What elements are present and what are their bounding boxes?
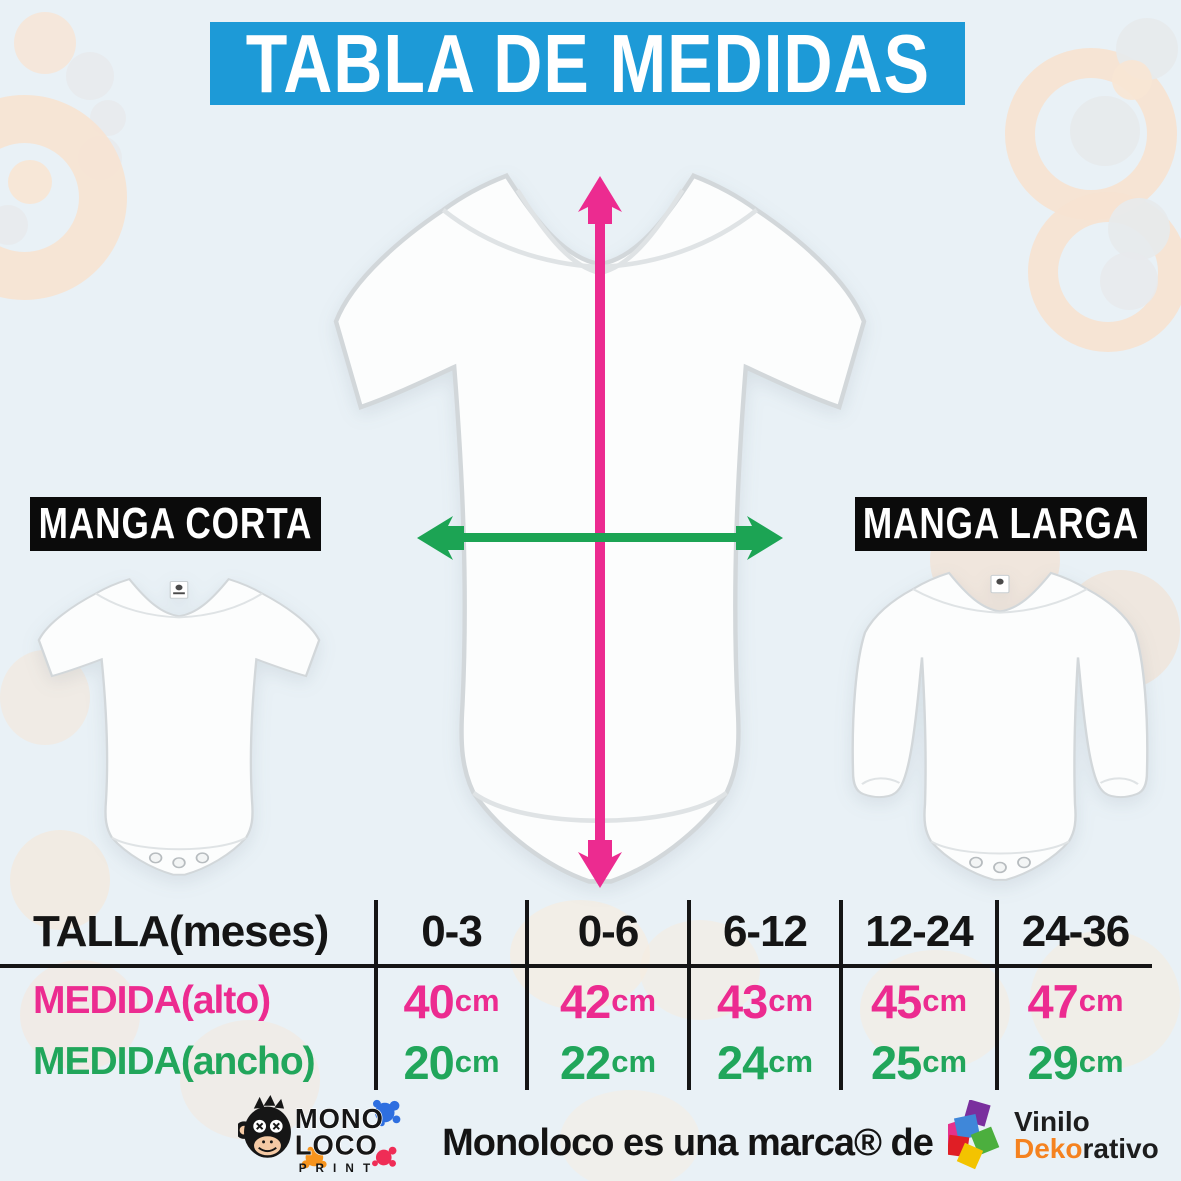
table-cell-ancho-6-12: 24 cm [687, 1034, 839, 1090]
paint-splat-pink [372, 1146, 397, 1167]
table-cell-alto-0-6: 42 cm [525, 968, 687, 1034]
bg-gray-bead [66, 52, 114, 100]
table-header-6-12: 6-12 [687, 900, 839, 968]
bg-wood-bead [8, 160, 52, 204]
table-cell-alto-6-12: 43 cm [687, 968, 839, 1034]
monoloco-print-logo: MONO LOCO P R I N T [238, 1094, 401, 1175]
label-manga-larga: MANGA LARGA [855, 497, 1147, 551]
title-banner: TABLA DE MEDIDAS [210, 17, 965, 110]
bg-crochet-bead [1070, 96, 1140, 166]
footer-brand-text: Monoloco es una marca® de [442, 1121, 934, 1164]
table-cell-ancho-0-3: 20 cm [374, 1034, 525, 1090]
table-header-24-36: 24-36 [995, 900, 1152, 968]
label-manga-corta-text: MANGA CORTA [38, 499, 313, 548]
table-cell-ancho-24-36: 29 cm [995, 1034, 1152, 1090]
table-cell-alto-0-3: 40 cm [374, 968, 525, 1034]
bodysuit-short-sleeve-image [37, 577, 321, 876]
monoloco-word-mono: MONO [295, 1103, 384, 1134]
snap-buttons [148, 852, 210, 869]
dekorativo-word: Dekorativo [1014, 1133, 1159, 1164]
snap-buttons [969, 856, 1031, 874]
bg-gray-bead [78, 136, 122, 180]
monoloco-word-loco: LOCO [295, 1130, 378, 1161]
table-header-12-24: 12-24 [839, 900, 995, 968]
bodysuit-long-sleeve-image [851, 571, 1149, 881]
bg-wood-bead [14, 12, 76, 74]
vinilo-word: Vinilo [1014, 1106, 1090, 1138]
bg-wooden-ring [1005, 48, 1177, 220]
label-manga-corta: MANGA CORTA [30, 497, 321, 551]
vinilo-dekorativo-logo: Vinilo Dekorativo [948, 1100, 1159, 1172]
bg-gray-bead [0, 205, 28, 245]
table-cell-alto-24-36: 47 cm [995, 968, 1152, 1034]
bg-crochet-bead [1100, 252, 1158, 310]
bodysuit-large-image [333, 172, 867, 884]
row-label-medida-ancho: MEDIDA(ancho) [33, 1040, 316, 1083]
table-cell-ancho-12-24: 25 cm [839, 1034, 995, 1090]
bg-wood-bead [1112, 60, 1152, 100]
vinilo-pinwheel-icon [948, 1100, 1000, 1170]
bg-crochet-bead [1108, 198, 1170, 260]
bg-wooden-ring [0, 95, 127, 300]
page-title: TABLA DE MEDIDAS [245, 17, 930, 110]
paint-splat-orange [301, 1146, 327, 1169]
bg-crochet-bead [1116, 18, 1178, 80]
monkey-icon [238, 1094, 291, 1158]
label-manga-larga-text: MANGA LARGA [862, 499, 1140, 548]
paint-splat-blue [373, 1099, 401, 1127]
table-header-talla: TALLA(meses) [0, 900, 374, 968]
table-header-0-6: 0-6 [525, 900, 687, 968]
table-header-0-3: 0-3 [374, 900, 525, 968]
table-cell-ancho-0-6: 22 cm [525, 1034, 687, 1090]
monoloco-word-print: P R I N T [299, 1162, 373, 1175]
bg-gray-bead [90, 100, 126, 136]
size-table: TALLA(meses) 0-3 0-6 6-12 12-24 24-36 ME… [0, 900, 1152, 1090]
table-cell-alto-12-24: 45 cm [839, 968, 995, 1034]
bg-wooden-ring [1028, 192, 1181, 352]
row-label-medida-alto: MEDIDA(alto) [33, 979, 271, 1022]
